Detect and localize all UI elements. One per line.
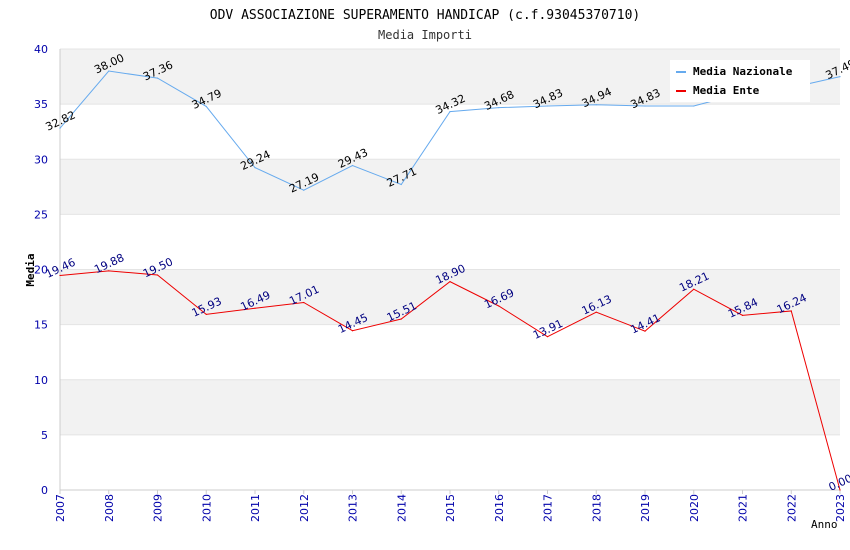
data-point (254, 167, 256, 169)
data-point (449, 281, 451, 283)
grid-band (60, 159, 840, 215)
legend-box (670, 60, 810, 102)
x-tick-label: 2010 (200, 494, 213, 522)
x-tick-label: 2013 (347, 494, 360, 522)
data-point (498, 107, 500, 109)
data-point (498, 305, 500, 307)
x-tick-label: 2019 (639, 494, 652, 522)
y-tick-label: 25 (34, 208, 48, 221)
y-tick-label: 35 (34, 98, 48, 111)
y-tick-label: 40 (34, 43, 48, 56)
legend: Media Nazionale Media Ente (670, 60, 810, 102)
y-tick-label: 20 (34, 264, 48, 277)
x-tick-label: 2014 (395, 494, 408, 522)
data-point (400, 318, 402, 320)
chart-subtitle: Media Importi (378, 28, 472, 42)
x-tick-label: 2018 (590, 494, 603, 522)
data-point (595, 104, 597, 106)
x-tick-labels: 2007 2008 2009 2010 2011 2012 2013 2014 2015 2016… (54, 494, 847, 522)
data-point (59, 274, 61, 277)
data-point (108, 70, 110, 72)
y-tick-label: 0 (41, 484, 48, 497)
data-point (59, 127, 61, 129)
data-point (595, 311, 597, 313)
data-point (693, 105, 695, 107)
data-point (303, 301, 305, 304)
x-tick-label: 2007 (54, 494, 67, 522)
x-axis-label: Anno (811, 518, 838, 531)
x-tick-label: 2023 (834, 494, 847, 522)
y-tick-label: 30 (34, 153, 48, 166)
x-tick-label: 2017 (542, 494, 555, 522)
data-point (644, 330, 646, 332)
y-axis-label: Media (24, 253, 37, 286)
x-tick-label: 2011 (249, 494, 262, 522)
x-tick-label: 2015 (444, 494, 457, 522)
grid-band (60, 379, 840, 435)
data-point (839, 76, 841, 78)
y-tick-labels: 0 5 10 15 20 25 30 35 40 (34, 43, 48, 497)
grid-bands (60, 49, 840, 435)
data-point (351, 330, 354, 332)
chart-title: ODV ASSOCIAZIONE SUPERAMENTO HANDICAP (c… (210, 8, 640, 23)
legend-label-ente: Media Ente (693, 84, 760, 97)
x-tick-label: 2020 (688, 494, 701, 522)
x-tick-label: 2022 (785, 494, 798, 522)
x-tick-label: 2021 (737, 494, 750, 522)
data-point (400, 183, 402, 186)
data-point (254, 307, 256, 309)
data-label: 32.82 (43, 108, 77, 133)
data-point (546, 336, 549, 338)
data-point (108, 270, 110, 272)
data-point (351, 164, 354, 167)
data-point (205, 313, 207, 315)
data-point (546, 105, 549, 107)
data-point (156, 77, 159, 79)
x-tick-label: 2016 (493, 494, 506, 522)
x-tick-label: 2009 (152, 494, 165, 522)
x-tick-label: 2008 (103, 494, 116, 522)
data-point (205, 105, 207, 108)
data-point (693, 288, 695, 290)
y-tick-label: 15 (34, 319, 48, 332)
data-label: 0.00 (827, 472, 850, 494)
legend-label-nazionale: Media Nazionale (693, 65, 793, 78)
data-point (303, 189, 305, 191)
data-point (156, 274, 159, 276)
data-point (790, 310, 792, 312)
axes (59, 49, 841, 494)
grid-band (60, 269, 840, 325)
x-tick-label: 2012 (298, 494, 311, 522)
data-point (741, 314, 744, 316)
data-point (449, 111, 451, 113)
data-point (839, 489, 841, 491)
y-tick-label: 10 (34, 374, 48, 387)
data-point (644, 105, 646, 107)
y-tick-label: 5 (41, 429, 48, 442)
